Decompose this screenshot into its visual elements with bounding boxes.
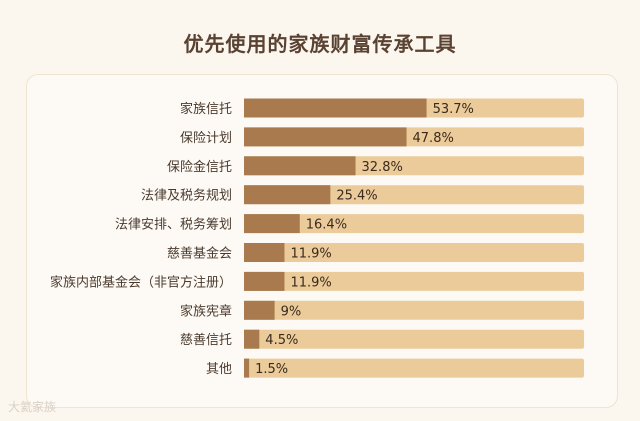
category-label: 慈善基金会 — [167, 246, 232, 262]
bar — [244, 300, 275, 320]
bar-track — [244, 300, 584, 320]
bar — [244, 243, 285, 262]
value-label: 4.5% — [265, 333, 298, 348]
category-label: 法律及税务规划 — [141, 188, 232, 204]
bar — [244, 329, 260, 349]
category-label: 法律安排、税务筹划 — [115, 217, 232, 233]
bar — [244, 156, 356, 176]
bar — [244, 185, 331, 205]
category-label: 家族信托 — [180, 101, 232, 117]
chart-title: 优先使用的家族财富传承工具 — [183, 32, 457, 56]
value-label: 9% — [281, 304, 302, 319]
category-label: 其他 — [206, 362, 232, 377]
bar-track — [244, 243, 584, 262]
category-label: 保险金信托 — [167, 159, 232, 175]
category-label: 保险计划 — [180, 131, 232, 146]
value-label: 16.4% — [306, 218, 347, 233]
bar — [244, 98, 427, 118]
bar — [244, 271, 285, 291]
bar — [244, 127, 407, 147]
bar-track — [244, 329, 584, 349]
value-label: 25.4% — [336, 189, 377, 204]
category-label: 家族宪章 — [180, 303, 232, 319]
value-label: 47.8% — [413, 131, 454, 146]
value-label: 32.8% — [362, 160, 403, 175]
watermark: 大氦家族 — [8, 400, 57, 414]
category-label: 家族内部基金会（非官方注册） — [50, 274, 232, 290]
value-label: 1.5% — [255, 362, 288, 377]
bar — [244, 358, 250, 378]
category-label: 慈善信托 — [180, 332, 232, 348]
bar-track — [244, 358, 584, 378]
bar-track — [244, 271, 584, 291]
value-label: 11.9% — [290, 247, 331, 262]
value-label: 53.7% — [433, 102, 474, 117]
bar-track — [244, 214, 584, 234]
value-label: 11.9% — [290, 275, 331, 290]
bar — [244, 214, 300, 234]
